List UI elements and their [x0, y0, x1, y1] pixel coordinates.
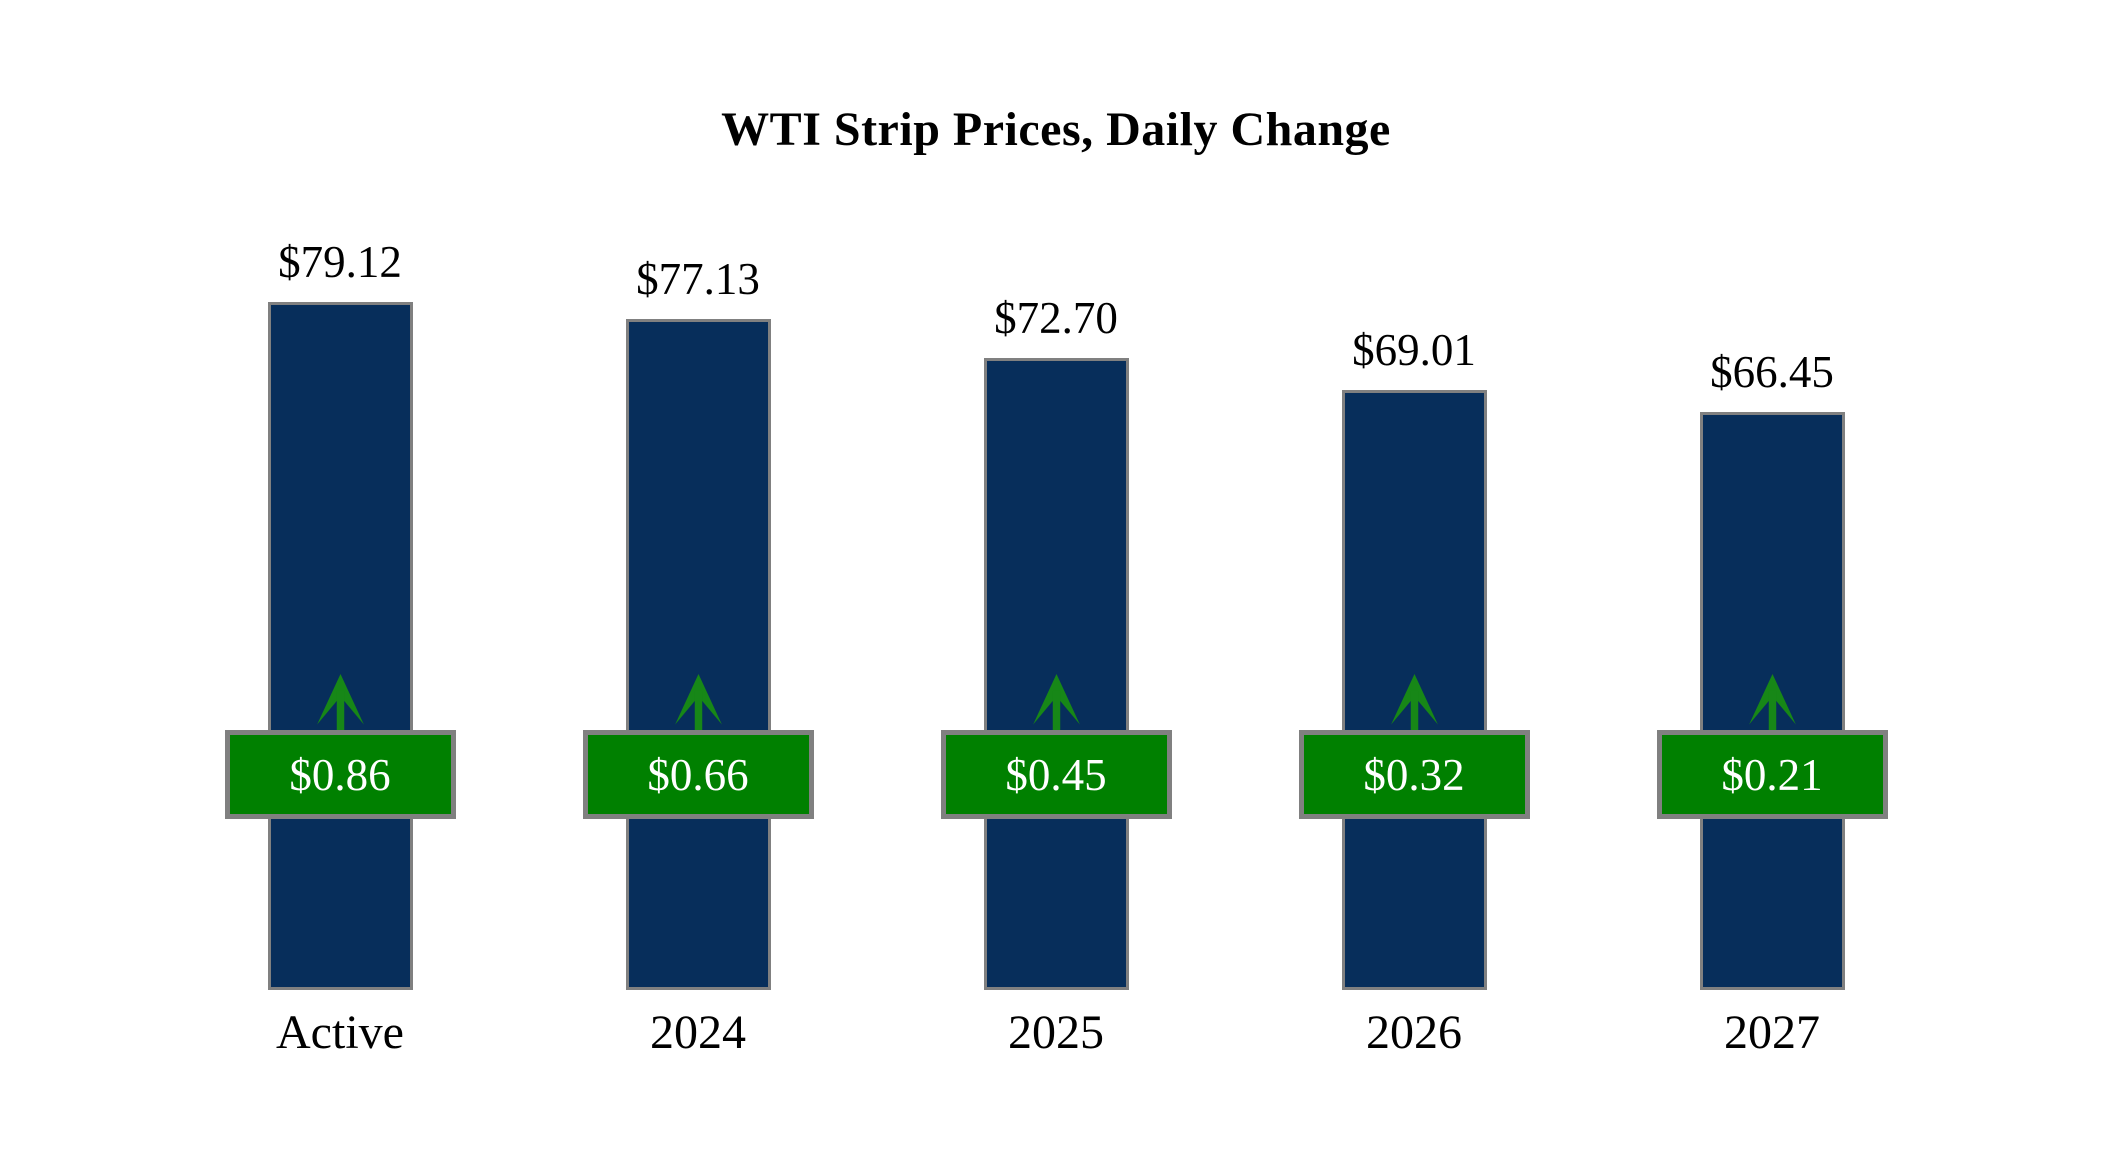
up-arrow-icon	[1748, 674, 1796, 732]
price-value-label: $79.12	[278, 237, 402, 287]
bar-column: $72.70 $0.45 2025	[896, 0, 1216, 1152]
up-arrow-icon	[674, 674, 722, 732]
category-label: 2025	[1008, 1006, 1104, 1059]
up-arrow-icon	[1390, 674, 1438, 732]
change-badge-label: $0.66	[647, 749, 749, 800]
price-value-label: $69.01	[1352, 325, 1476, 375]
price-value-label: $72.70	[994, 293, 1118, 343]
change-badge-label: $0.21	[1721, 749, 1823, 800]
bar-column: $79.12 $0.86 Active	[180, 0, 500, 1152]
chart-title: WTI Strip Prices, Daily Change	[721, 103, 1391, 156]
change-badge: $0.86	[224, 730, 456, 819]
change-badge: $0.45	[940, 730, 1172, 819]
change-badge-label: $0.86	[289, 749, 391, 800]
bar-column: $66.45 $0.21 2027	[1612, 0, 1932, 1152]
price-value-label: $77.13	[636, 254, 760, 304]
change-badge: $0.66	[582, 730, 814, 819]
bar-column: $77.13 $0.66 2024	[538, 0, 858, 1152]
category-label: Active	[276, 1006, 404, 1059]
category-label: 2026	[1366, 1006, 1462, 1059]
price-bar	[267, 302, 413, 990]
up-arrow-icon	[1032, 674, 1080, 732]
price-bar	[983, 358, 1129, 990]
price-value-label: $66.45	[1710, 347, 1834, 397]
change-badge: $0.21	[1656, 730, 1888, 819]
category-label: 2024	[650, 1006, 746, 1059]
bar-column: $69.01 $0.32 2026	[1254, 0, 1574, 1152]
change-badge-label: $0.45	[1005, 749, 1107, 800]
price-bar	[625, 319, 771, 990]
change-badge-label: $0.32	[1363, 749, 1465, 800]
category-label: 2027	[1724, 1006, 1820, 1059]
change-badge: $0.32	[1298, 730, 1530, 819]
up-arrow-icon	[316, 674, 364, 732]
